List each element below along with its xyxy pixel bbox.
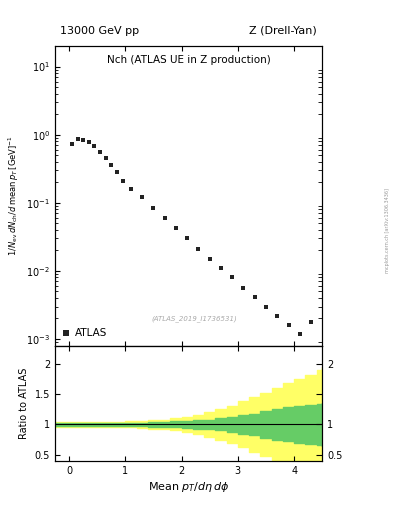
Y-axis label: Ratio to ATLAS: Ratio to ATLAS	[19, 368, 29, 439]
Text: Z (Drell-Yan): Z (Drell-Yan)	[249, 26, 317, 36]
Text: (ATLAS_2019_I1736531): (ATLAS_2019_I1736531)	[151, 315, 237, 322]
Text: Nch (ATLAS UE in Z production): Nch (ATLAS UE in Z production)	[107, 55, 270, 65]
Legend: ATLAS: ATLAS	[60, 326, 109, 340]
Y-axis label: $1/N_\mathrm{ev}\,dN_\mathrm{ch}/d\,\mathrm{mean}\,p_T\,[\mathrm{GeV}]^{-1}$: $1/N_\mathrm{ev}\,dN_\mathrm{ch}/d\,\mat…	[6, 135, 20, 257]
Text: 13000 GeV pp: 13000 GeV pp	[61, 26, 140, 36]
Text: mcplots.cern.ch [arXiv:1306.3436]: mcplots.cern.ch [arXiv:1306.3436]	[385, 188, 389, 273]
X-axis label: Mean $p_T/d\eta\,d\phi$: Mean $p_T/d\eta\,d\phi$	[148, 480, 230, 494]
